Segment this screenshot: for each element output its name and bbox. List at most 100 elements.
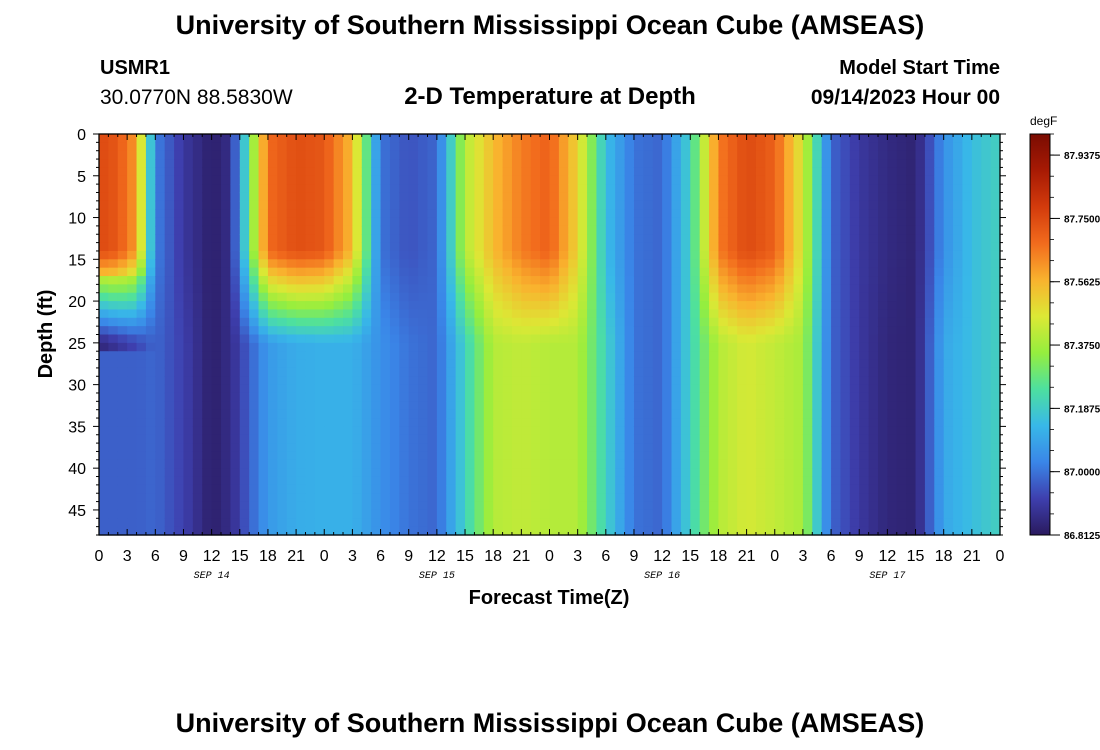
heatmap-cell bbox=[596, 159, 607, 169]
heatmap-cell bbox=[352, 426, 363, 436]
heatmap-cell bbox=[765, 267, 776, 277]
heatmap-cell bbox=[793, 418, 804, 427]
heatmap-cell bbox=[258, 150, 269, 160]
heatmap-cell bbox=[427, 167, 438, 177]
heatmap-cell bbox=[361, 468, 372, 478]
heatmap-cell bbox=[709, 259, 720, 269]
heatmap-cell bbox=[324, 518, 335, 528]
heatmap-cell bbox=[690, 142, 701, 152]
heatmap-cell bbox=[145, 501, 156, 511]
heatmap-cell bbox=[155, 351, 166, 361]
colorbar-tick-label: 87.5625 bbox=[1064, 278, 1100, 289]
heatmap-cell bbox=[727, 326, 738, 336]
heatmap-cell bbox=[239, 184, 250, 194]
heatmap-cell bbox=[906, 284, 917, 294]
heatmap-cell bbox=[877, 468, 888, 478]
heatmap-cell bbox=[934, 267, 945, 277]
heatmap-cell bbox=[267, 501, 278, 511]
heatmap-cell bbox=[502, 434, 513, 444]
heatmap-cell bbox=[906, 167, 917, 177]
heatmap-cell bbox=[680, 234, 691, 244]
heatmap-cell bbox=[277, 184, 288, 194]
heatmap-cell bbox=[652, 250, 663, 260]
heatmap-cell bbox=[624, 134, 635, 143]
heatmap-cell bbox=[587, 284, 598, 294]
heatmap-cell bbox=[164, 359, 175, 369]
heatmap-cell bbox=[483, 150, 494, 160]
heatmap-cell bbox=[615, 242, 626, 252]
heatmap-cell bbox=[305, 501, 316, 511]
heatmap-cell bbox=[831, 526, 842, 536]
heatmap-cell bbox=[840, 301, 851, 311]
heatmap-cell bbox=[812, 326, 823, 336]
heatmap-cell bbox=[906, 192, 917, 202]
heatmap-cell bbox=[596, 518, 607, 528]
heatmap-cell bbox=[774, 418, 785, 427]
heatmap-cell bbox=[192, 443, 203, 453]
heatmap-cell bbox=[361, 426, 372, 436]
heatmap-cell bbox=[793, 175, 804, 185]
heatmap-cell bbox=[943, 493, 954, 503]
heatmap-cell bbox=[511, 301, 522, 311]
heatmap-cell bbox=[652, 167, 663, 177]
heatmap-cell bbox=[239, 409, 250, 419]
heatmap-cell bbox=[136, 284, 147, 294]
heatmap-cell bbox=[615, 317, 626, 327]
heatmap-cell bbox=[446, 484, 457, 494]
heatmap-cell bbox=[202, 326, 213, 336]
heatmap-cell bbox=[718, 367, 729, 377]
heatmap-cell bbox=[624, 409, 635, 419]
heatmap-cell bbox=[136, 476, 147, 486]
heatmap-cell bbox=[615, 443, 626, 453]
heatmap-cell bbox=[183, 259, 194, 269]
heatmap-cell bbox=[540, 443, 551, 453]
heatmap-cell bbox=[230, 217, 241, 227]
heatmap-cell bbox=[615, 284, 626, 294]
heatmap-cell bbox=[117, 376, 128, 386]
heatmap-cell bbox=[990, 418, 1001, 427]
heatmap-cell bbox=[521, 401, 532, 411]
heatmap-cell bbox=[446, 351, 457, 361]
heatmap-cell bbox=[249, 175, 260, 185]
heatmap-cell bbox=[221, 509, 231, 519]
heatmap-cell bbox=[596, 342, 607, 352]
heatmap-cell bbox=[971, 468, 982, 478]
heatmap-cell bbox=[530, 409, 541, 419]
heatmap-cell bbox=[502, 443, 513, 453]
heatmap-cell bbox=[587, 526, 598, 536]
heatmap-cell bbox=[727, 317, 738, 327]
heatmap-cell bbox=[305, 392, 316, 402]
heatmap-cell bbox=[174, 367, 185, 377]
heatmap-cell bbox=[887, 142, 898, 152]
heatmap-cell bbox=[277, 484, 288, 494]
heatmap-cell bbox=[418, 200, 429, 210]
heatmap-cell bbox=[587, 167, 598, 177]
heatmap-cell bbox=[981, 376, 992, 386]
heatmap-cell bbox=[436, 292, 447, 302]
heatmap-cell bbox=[493, 526, 504, 536]
heatmap-cell bbox=[408, 250, 419, 260]
heatmap-cell bbox=[953, 476, 964, 486]
heatmap-cell bbox=[136, 175, 147, 185]
heatmap-cell bbox=[145, 225, 156, 235]
heatmap-cell bbox=[202, 175, 213, 185]
heatmap-cell bbox=[596, 384, 607, 394]
heatmap-cell bbox=[624, 200, 635, 210]
heatmap-cell bbox=[127, 342, 138, 352]
heatmap-cell bbox=[765, 284, 776, 294]
heatmap-cell bbox=[493, 401, 504, 411]
heatmap-cell bbox=[389, 409, 400, 419]
heatmap-cell bbox=[924, 276, 935, 285]
heatmap-cell bbox=[230, 142, 241, 152]
heatmap-cell bbox=[662, 200, 673, 210]
heatmap-cell bbox=[746, 367, 757, 377]
heatmap-cell bbox=[568, 184, 579, 194]
heatmap-cell bbox=[915, 426, 926, 436]
heatmap-cell bbox=[474, 217, 485, 227]
heatmap-cell bbox=[371, 250, 382, 260]
heatmap-cell bbox=[549, 267, 560, 277]
heatmap-cell bbox=[99, 409, 109, 419]
heatmap-cell bbox=[108, 426, 119, 436]
heatmap-cell bbox=[483, 250, 494, 260]
heatmap-cell bbox=[408, 242, 419, 252]
